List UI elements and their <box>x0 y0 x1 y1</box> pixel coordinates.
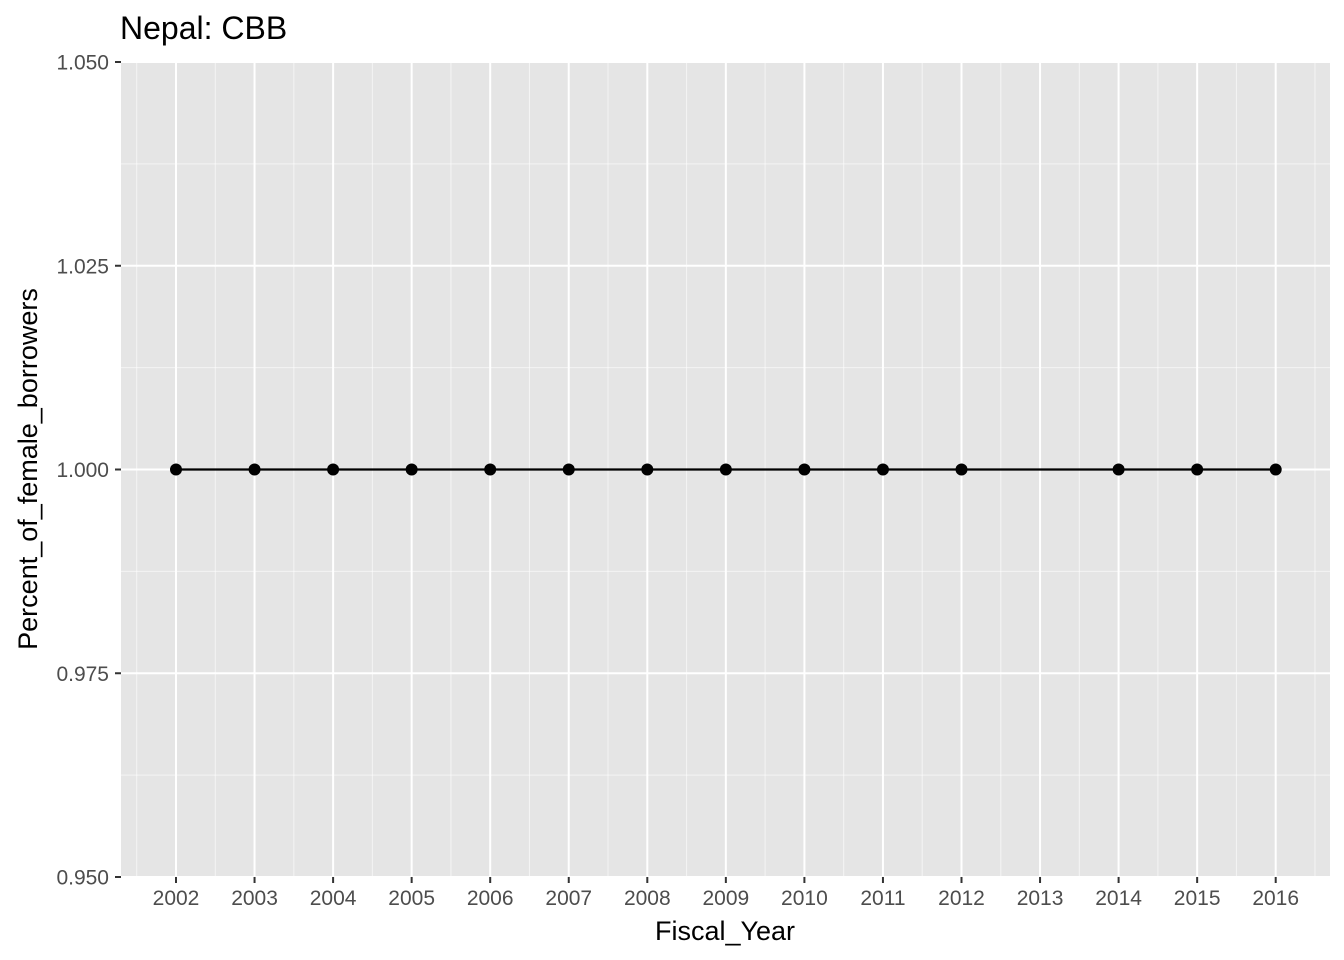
x-tick-label: 2007 <box>545 887 592 910</box>
data-point <box>798 463 811 476</box>
y-tick-label: 1.050 <box>56 52 109 75</box>
y-tick-label: 0.950 <box>56 867 109 890</box>
x-tick-label: 2002 <box>153 887 200 910</box>
x-tick-label: 2005 <box>388 887 435 910</box>
x-tick-label: 2012 <box>938 887 985 910</box>
x-tick-label: 2003 <box>231 887 278 910</box>
series-layer <box>170 463 1282 476</box>
data-point <box>719 463 732 476</box>
data-point <box>562 463 575 476</box>
x-tick-label: 2014 <box>1095 887 1142 910</box>
data-point <box>1269 463 1282 476</box>
x-tick-label: 2013 <box>1017 887 1064 910</box>
data-point <box>170 463 182 476</box>
x-tick-label: 2011 <box>860 887 905 910</box>
data-point <box>1112 463 1125 476</box>
x-tick-label: 2006 <box>467 887 514 910</box>
data-point <box>641 463 654 476</box>
x-axis: 2002 2003 2004 2005 2006 2007 2008 2009 2010 2011… <box>153 877 1299 910</box>
data-point <box>1191 463 1204 476</box>
data-point <box>327 463 340 476</box>
data-point <box>484 463 497 476</box>
x-tick-label: 2016 <box>1252 887 1299 910</box>
x-tick-label: 2004 <box>310 887 357 910</box>
data-point <box>405 463 418 476</box>
x-tick-label: 2010 <box>781 887 828 910</box>
x-tick-label: 2008 <box>624 887 671 910</box>
x-tick-label: 2009 <box>702 887 749 910</box>
data-point <box>955 463 968 476</box>
y-tick-label: 1.025 <box>56 255 109 278</box>
y-axis: 0.950 0.975 1.000 1.025 1.050 <box>56 52 121 890</box>
chart-title: Nepal: CBB <box>120 10 287 46</box>
y-tick-label: 1.000 <box>56 459 109 482</box>
x-tick-label: 2015 <box>1174 887 1221 910</box>
y-tick-label: 0.975 <box>56 663 109 686</box>
x-axis-label: Fiscal_Year <box>655 916 795 946</box>
y-axis-label: Percent_of_female_borrowers <box>13 288 43 650</box>
data-point <box>248 463 261 476</box>
data-point <box>876 463 889 476</box>
